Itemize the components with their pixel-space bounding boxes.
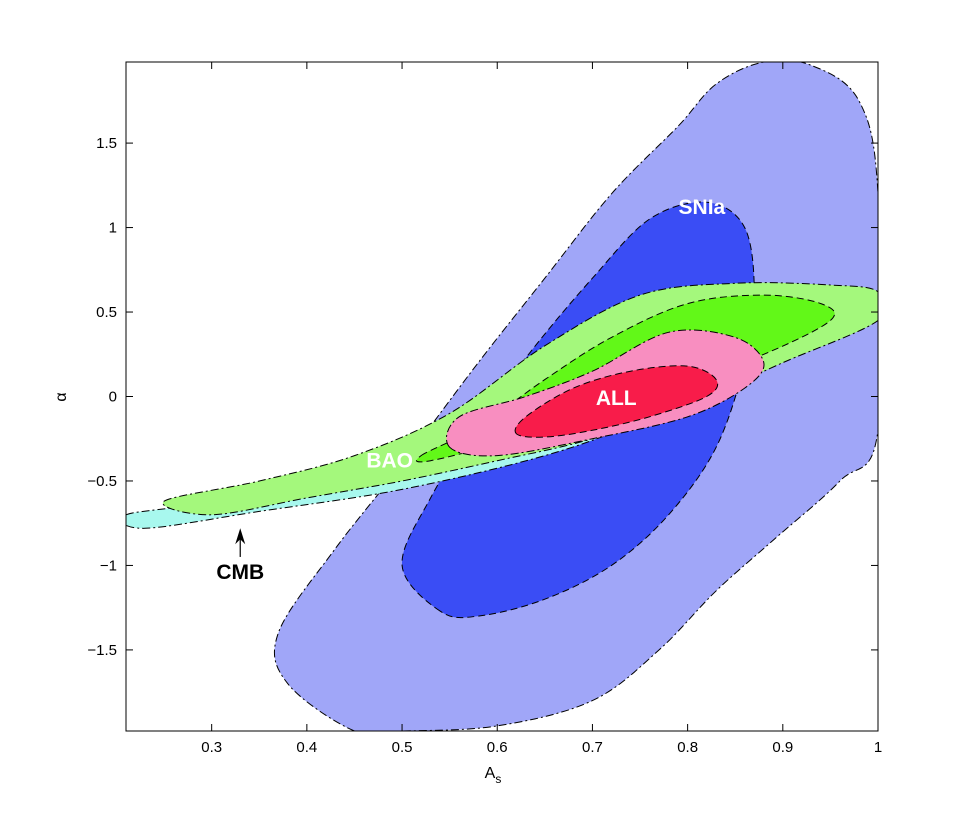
x-tick-label: 0.5	[392, 739, 413, 756]
y-tick-label: −1.5	[87, 642, 117, 659]
x-tick-label: 0.4	[296, 739, 317, 756]
cmb-label: CMB	[216, 561, 264, 584]
x-axis-label: As	[485, 765, 502, 786]
x-tick-label: 1	[874, 739, 882, 756]
confidence-regions	[126, 62, 878, 731]
y-tick-label: 0	[109, 389, 117, 406]
all-label: ALL	[596, 387, 637, 410]
x-tick-label: 0.3	[201, 739, 222, 756]
y-tick-label: −0.5	[87, 473, 117, 490]
x-tick-label: 0.9	[772, 739, 793, 756]
x-axis-label-subscript: s	[495, 772, 501, 786]
y-tick-label: −1	[100, 557, 117, 574]
region-annotations: SNIa ALL BAO CMB	[216, 196, 725, 584]
y-tick-label: 1	[109, 220, 117, 237]
y-tick-label: 1.5	[96, 135, 117, 152]
x-tick-label: 0.7	[582, 739, 603, 756]
y-tick-label: 0.5	[96, 304, 117, 321]
all-inner-region	[514, 365, 719, 438]
cmb-arrow-head	[235, 528, 246, 545]
axis-ticks: 0.3 0.4 0.5 0.6 0.7 0.8 0.9 1 −1.5 −1 −0.5 0 0.5 1 1.5	[87, 62, 882, 756]
snia-label: SNIa	[679, 196, 726, 219]
y-axis-label: α	[53, 392, 70, 401]
x-tick-label: 0.8	[677, 739, 698, 756]
x-tick-label: 0.6	[487, 739, 508, 756]
bao-label: BAO	[366, 449, 413, 472]
x-axis-label-main: A	[485, 765, 496, 782]
